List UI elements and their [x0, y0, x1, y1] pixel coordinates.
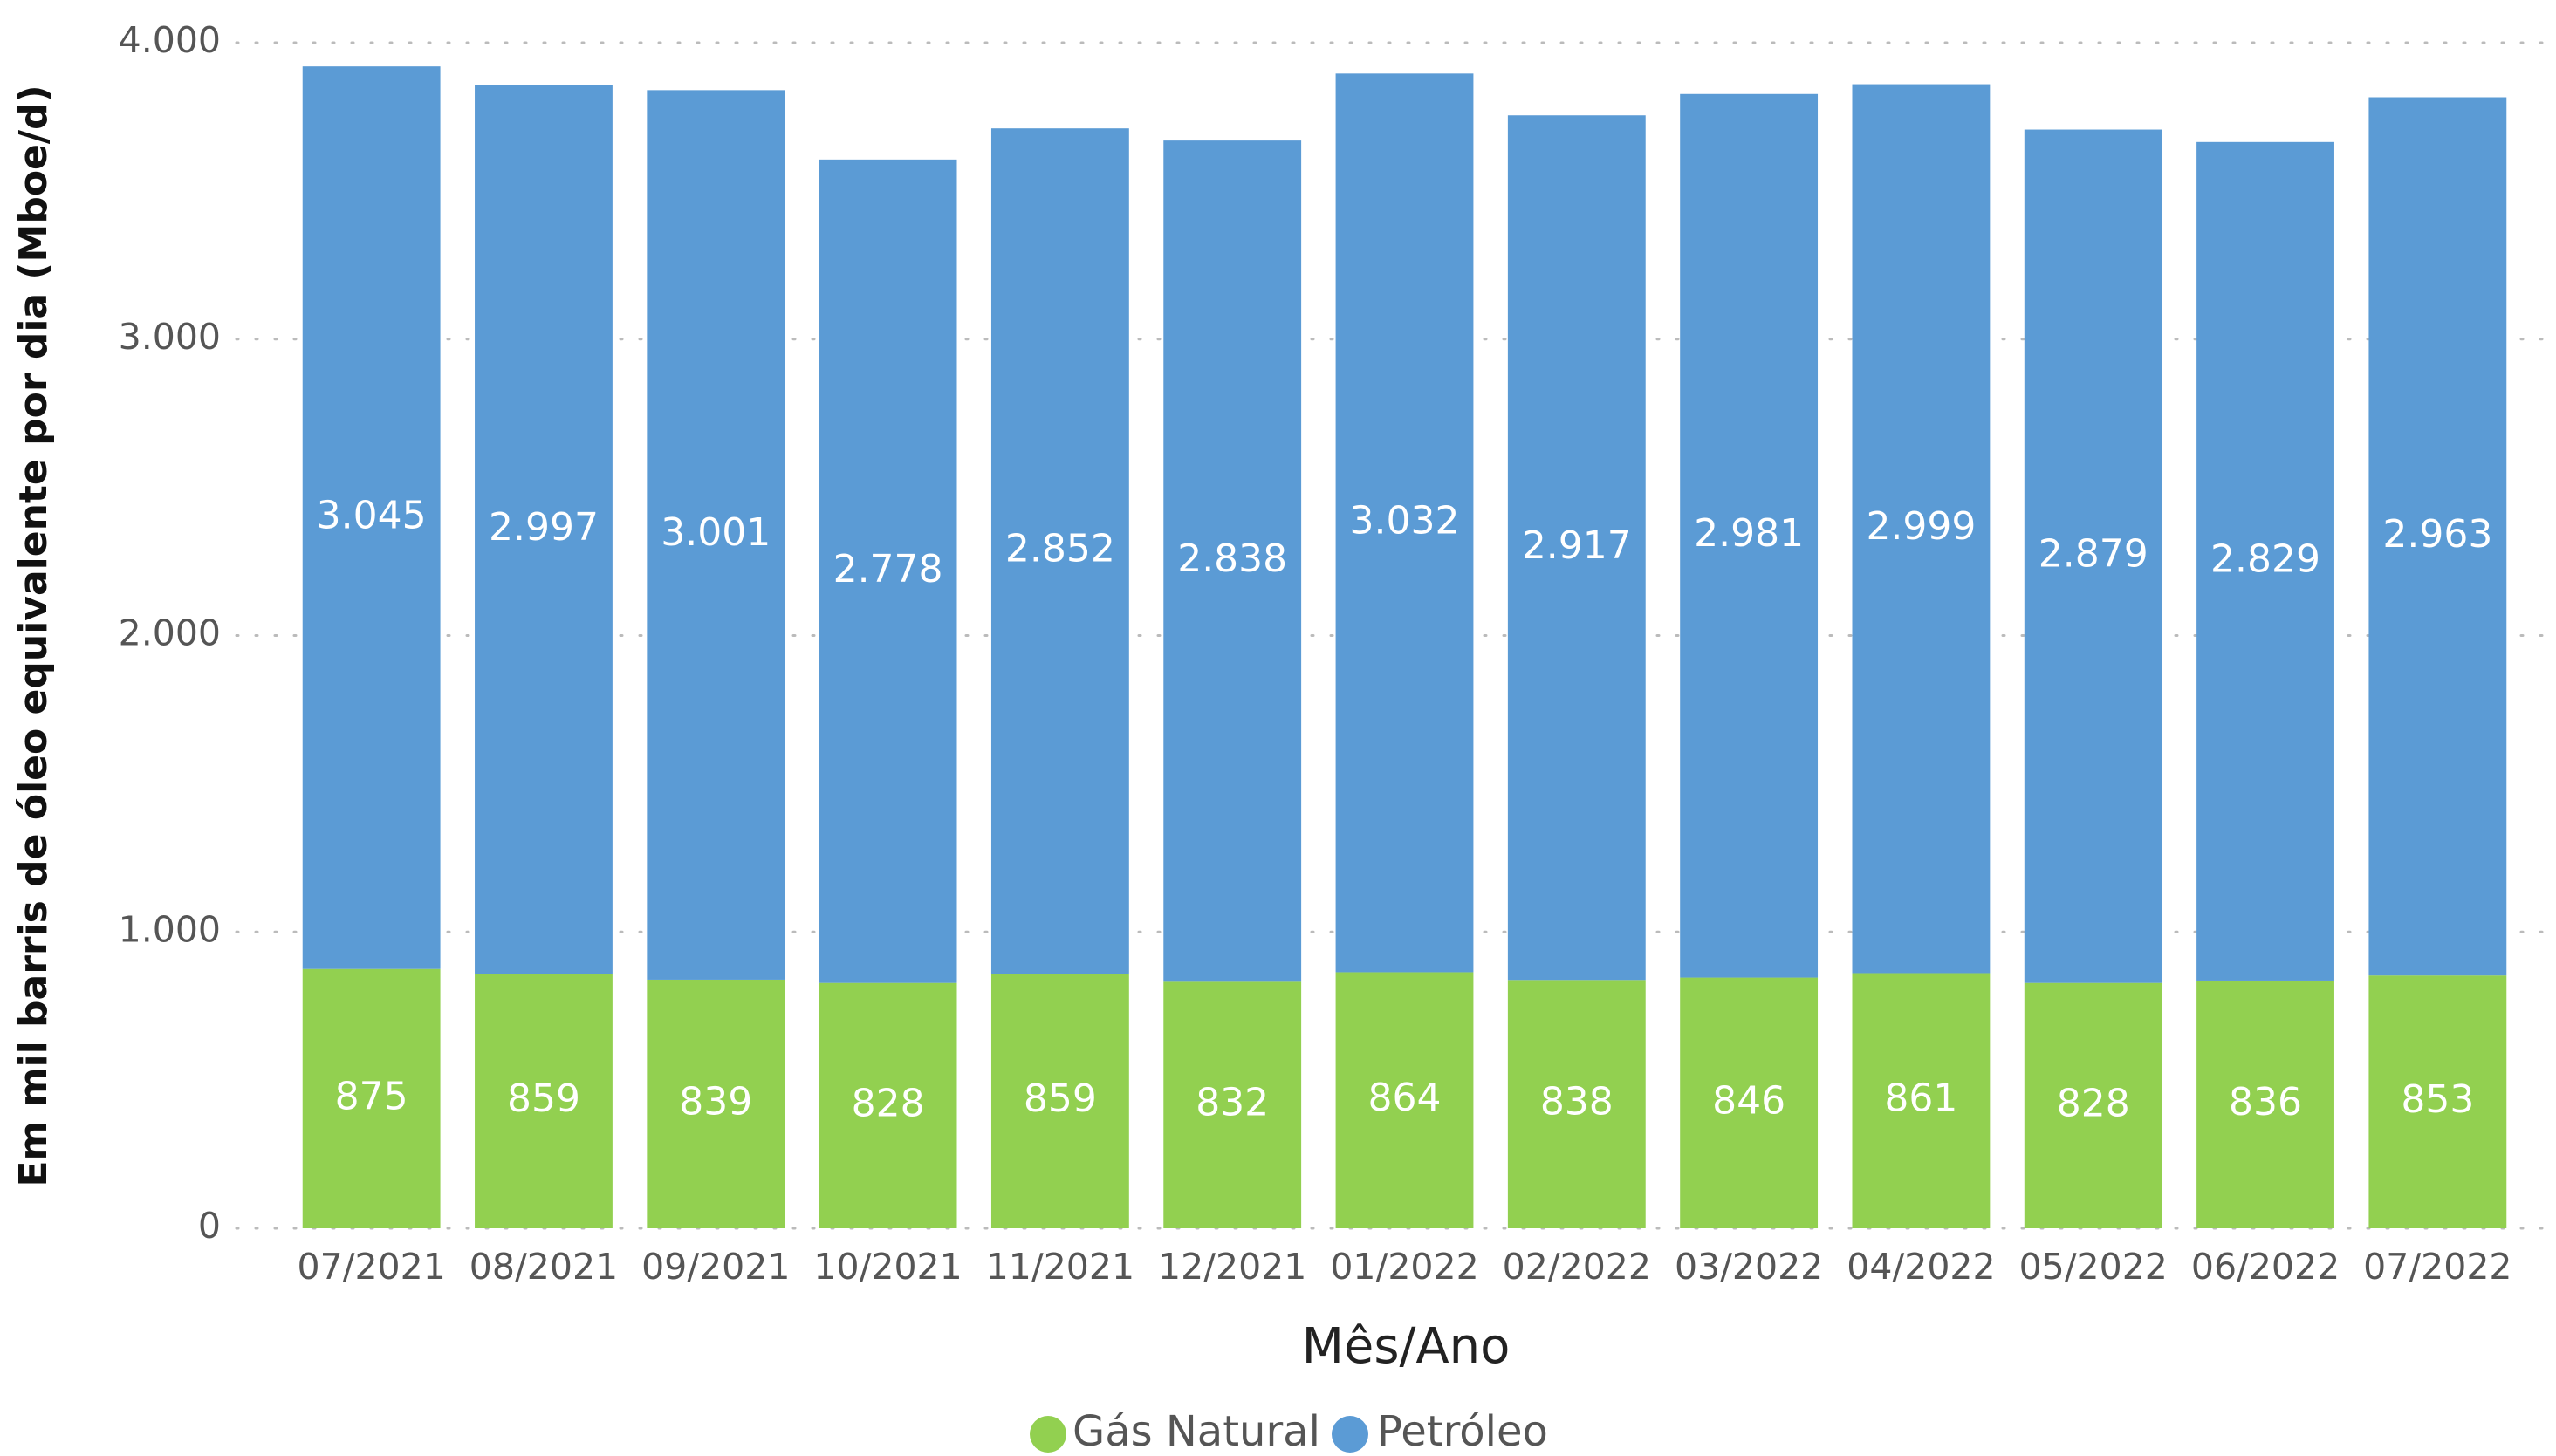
x-tick-label: 08/2021 [469, 1246, 618, 1288]
bar-segment [1507, 980, 1646, 1228]
data-label: 836 [2229, 1080, 2302, 1124]
data-label: 2.963 [2382, 512, 2492, 557]
bar-segment [1507, 115, 1646, 981]
data-label: 861 [1884, 1077, 1957, 1121]
data-label: 838 [1540, 1080, 1614, 1124]
data-label: 853 [2401, 1077, 2474, 1122]
legend-label: Petróleo [1377, 1407, 1548, 1456]
bar-segment [1163, 140, 1302, 982]
bar-segment [1335, 972, 1474, 1228]
data-label: 864 [1368, 1076, 1442, 1120]
x-tick-label: 04/2022 [1847, 1246, 1995, 1288]
x-tick-label: 01/2022 [1330, 1246, 1478, 1288]
y-axis-title: Em mil barris de óleo equivalente por di… [11, 85, 56, 1186]
legend-marker [1030, 1416, 1066, 1453]
bar-segment [1680, 93, 1819, 978]
bar-segment [2024, 129, 2162, 983]
x-tick-label: 12/2021 [1158, 1246, 1306, 1288]
data-label: 2.997 [489, 505, 599, 550]
bar-segment [990, 974, 1129, 1228]
x-tick-label: 05/2022 [2019, 1246, 2168, 1288]
bar-segment [2368, 975, 2507, 1228]
bar-segment [1335, 73, 1474, 973]
bar-segment [475, 85, 613, 974]
y-tick-label: 0 [198, 1205, 221, 1247]
bar-segment [647, 90, 785, 980]
data-label: 2.879 [2039, 532, 2148, 577]
bar-segment [302, 968, 441, 1228]
bar-segment [2024, 982, 2162, 1228]
x-tick-label: 06/2022 [2191, 1246, 2340, 1288]
x-tick-label: 02/2022 [1503, 1246, 1651, 1288]
data-label: 828 [852, 1081, 925, 1125]
y-tick-label: 4.000 [119, 19, 221, 61]
data-label: 839 [679, 1079, 752, 1124]
data-label: 2.999 [1866, 504, 1976, 549]
x-tick-label: 09/2021 [641, 1246, 790, 1288]
legend-label: Gás Natural [1072, 1407, 1320, 1456]
y-tick-label: 3.000 [119, 316, 221, 358]
data-label: 2.917 [1522, 523, 1632, 568]
data-label: 2.838 [1177, 537, 1287, 581]
bar-segment [475, 974, 613, 1228]
data-label: 3.001 [661, 510, 771, 555]
data-label: 3.032 [1350, 498, 1460, 543]
bar-segment [1680, 977, 1819, 1228]
bar-segment [647, 979, 785, 1228]
x-axis-title: Mês/Ano [1302, 1318, 1511, 1375]
data-label: 832 [1196, 1081, 1269, 1125]
x-tick-label: 03/2022 [1675, 1246, 1823, 1288]
bar-segment [1852, 84, 1991, 974]
y-tick-label: 2.000 [119, 612, 221, 654]
data-label: 846 [1712, 1078, 1785, 1123]
legend-marker [1332, 1416, 1368, 1453]
data-label: 828 [2057, 1081, 2130, 1125]
bar-segment [1163, 981, 1302, 1228]
bar-segment [819, 159, 957, 983]
data-label: 859 [1024, 1077, 1097, 1121]
x-tick-label: 10/2021 [813, 1246, 962, 1288]
bar-segment [302, 66, 441, 969]
data-label: 3.045 [317, 493, 427, 537]
x-tick-label: 07/2021 [297, 1246, 445, 1288]
bar-segment [819, 982, 957, 1228]
data-label: 875 [335, 1074, 408, 1118]
bar-segment [2196, 980, 2334, 1228]
bar-segment [990, 128, 1129, 974]
bar-segment [2368, 97, 2507, 976]
bar-segment [2196, 141, 2334, 981]
data-label: 2.829 [2210, 537, 2320, 581]
bar-segment [1852, 973, 1991, 1228]
data-label: 2.778 [833, 547, 943, 591]
x-tick-label: 07/2022 [2363, 1246, 2511, 1288]
x-tick-label: 11/2021 [986, 1246, 1134, 1288]
data-label: 2.981 [1694, 511, 1804, 556]
y-tick-label: 1.000 [119, 908, 221, 950]
data-label: 859 [507, 1077, 580, 1121]
data-label: 2.852 [1005, 527, 1115, 571]
